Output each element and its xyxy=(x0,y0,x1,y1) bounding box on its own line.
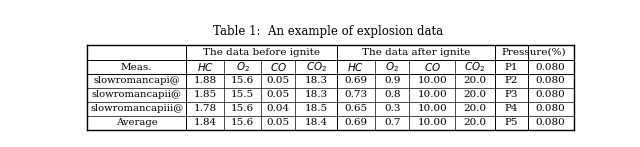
Text: 15.5: 15.5 xyxy=(231,90,254,99)
Text: $CO$: $CO$ xyxy=(424,61,441,73)
Text: 0.05: 0.05 xyxy=(267,90,290,99)
Text: 0.7: 0.7 xyxy=(384,118,401,127)
Text: 15.6: 15.6 xyxy=(231,76,254,86)
Text: $CO_2$: $CO_2$ xyxy=(464,60,486,74)
Text: 18.3: 18.3 xyxy=(305,76,328,86)
Text: P2: P2 xyxy=(504,76,518,86)
Text: 10.00: 10.00 xyxy=(417,118,447,127)
Text: 20.0: 20.0 xyxy=(463,104,486,113)
Text: 1.85: 1.85 xyxy=(193,90,217,99)
Text: 0.05: 0.05 xyxy=(267,76,290,86)
Text: P3: P3 xyxy=(504,90,518,99)
Text: P4: P4 xyxy=(504,104,518,113)
Text: $O_2$: $O_2$ xyxy=(385,60,399,74)
Text: 15.6: 15.6 xyxy=(231,104,254,113)
Text: 18.5: 18.5 xyxy=(305,104,328,113)
Text: 0.080: 0.080 xyxy=(536,118,566,127)
Text: $CO$: $CO$ xyxy=(270,61,287,73)
Text: Average: Average xyxy=(116,118,157,127)
Text: 0.9: 0.9 xyxy=(384,76,401,86)
Text: Table 1:  An example of explosion data: Table 1: An example of explosion data xyxy=(213,25,443,38)
Text: 0.65: 0.65 xyxy=(344,104,367,113)
Text: 0.04: 0.04 xyxy=(267,104,290,113)
Text: 0.080: 0.080 xyxy=(536,104,566,113)
Text: 1.78: 1.78 xyxy=(193,104,217,113)
Text: slowromancapi@: slowromancapi@ xyxy=(93,76,180,86)
Text: Meas.: Meas. xyxy=(121,63,152,72)
Text: 1.84: 1.84 xyxy=(193,118,217,127)
Text: 1.88: 1.88 xyxy=(193,76,217,86)
Text: 0.69: 0.69 xyxy=(344,76,367,86)
Text: slowromancapiii@: slowromancapiii@ xyxy=(90,104,184,113)
Text: Pressure(%): Pressure(%) xyxy=(502,48,566,57)
Text: 0.8: 0.8 xyxy=(384,90,401,99)
Text: P1: P1 xyxy=(504,63,518,72)
Text: 10.00: 10.00 xyxy=(417,90,447,99)
Text: $CO_2$: $CO_2$ xyxy=(305,60,327,74)
Text: 10.00: 10.00 xyxy=(417,104,447,113)
Text: 18.3: 18.3 xyxy=(305,90,328,99)
Text: 0.3: 0.3 xyxy=(384,104,401,113)
Text: 15.6: 15.6 xyxy=(231,118,254,127)
Text: The data before ignite: The data before ignite xyxy=(203,48,320,57)
Text: $O_2$: $O_2$ xyxy=(236,60,250,74)
Text: 20.0: 20.0 xyxy=(463,90,486,99)
Text: 0.05: 0.05 xyxy=(267,118,290,127)
Text: 0.080: 0.080 xyxy=(536,90,566,99)
Text: slowromancapii@: slowromancapii@ xyxy=(92,90,182,99)
Text: P5: P5 xyxy=(504,118,518,127)
Text: 0.73: 0.73 xyxy=(344,90,367,99)
Text: 20.0: 20.0 xyxy=(463,118,486,127)
Text: $HC$: $HC$ xyxy=(348,61,364,73)
Text: The data after ignite: The data after ignite xyxy=(362,48,470,57)
Text: 10.00: 10.00 xyxy=(417,76,447,86)
Text: 20.0: 20.0 xyxy=(463,76,486,86)
Text: $HC$: $HC$ xyxy=(196,61,214,73)
Text: 0.080: 0.080 xyxy=(536,76,566,86)
Text: 0.080: 0.080 xyxy=(536,63,566,72)
Text: 18.4: 18.4 xyxy=(305,118,328,127)
Text: 0.69: 0.69 xyxy=(344,118,367,127)
